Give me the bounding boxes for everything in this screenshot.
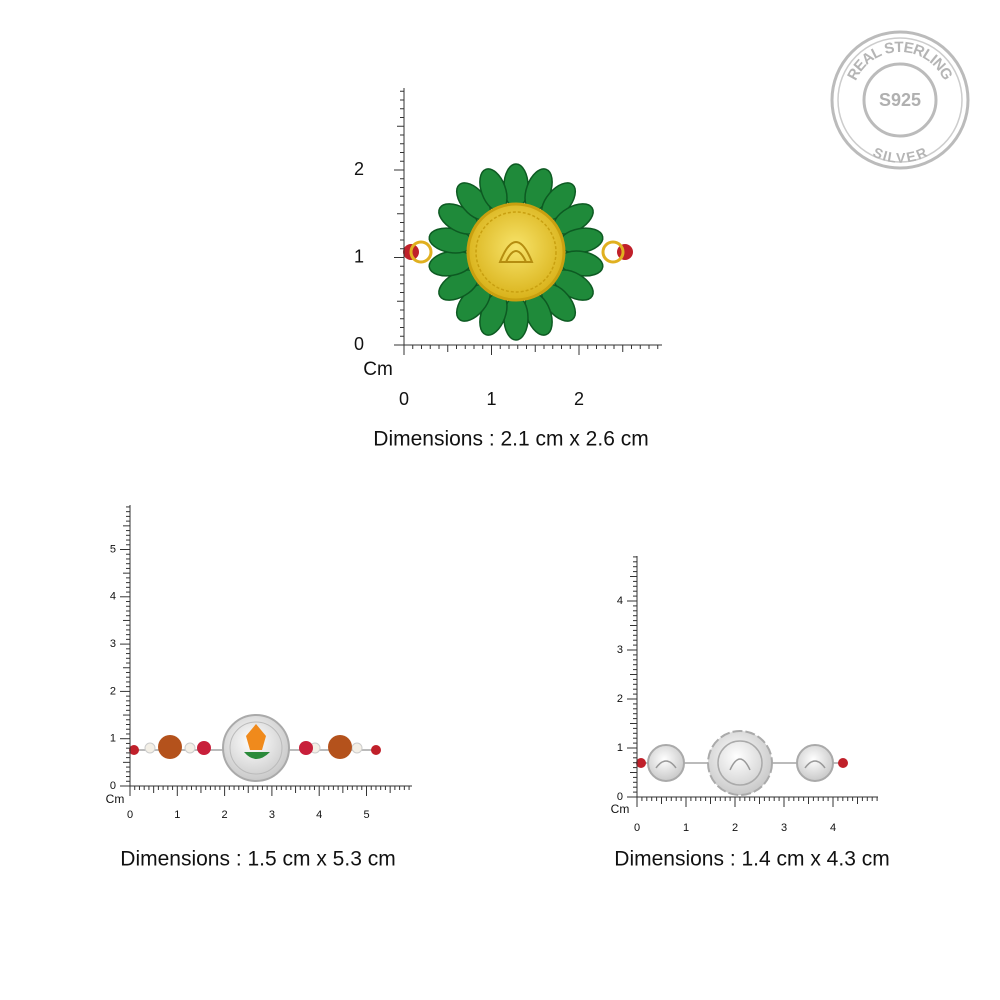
petal bbox=[503, 295, 529, 341]
caption: Dimensions : 2.1 cm x 2.6 cm bbox=[373, 428, 648, 451]
caption: Dimensions : 1.5 cm x 5.3 cm bbox=[120, 848, 395, 871]
y-ruler-label: 1 bbox=[354, 246, 364, 266]
y-ruler-label: 2 bbox=[354, 159, 364, 179]
y-ruler-label: 5 bbox=[110, 543, 116, 555]
x-ruler-label: 1 bbox=[174, 809, 180, 821]
rakhi-lotus bbox=[636, 730, 848, 796]
caption: Dimensions : 1.4 cm x 4.3 cm bbox=[614, 848, 889, 871]
x-ruler-label: 3 bbox=[269, 809, 275, 821]
y-ruler-label: 4 bbox=[110, 591, 116, 603]
y-ruler-label: 2 bbox=[617, 693, 623, 705]
lotus bbox=[498, 241, 534, 263]
y-ruler-label: 0 bbox=[110, 780, 116, 792]
unit-label: Cm bbox=[106, 792, 125, 806]
unit-label: Cm bbox=[363, 359, 393, 380]
x-ruler-label: 1 bbox=[486, 389, 496, 409]
x-ruler-label: 0 bbox=[399, 389, 409, 409]
unit-label: Cm bbox=[611, 802, 630, 816]
y-ruler-label: 0 bbox=[617, 791, 623, 803]
badge-center-text: S925 bbox=[879, 90, 921, 110]
silver-badge: REAL STERLING SILVER S925 bbox=[830, 30, 970, 170]
x-ruler-label: 0 bbox=[634, 822, 640, 834]
y-ruler-label: 4 bbox=[617, 595, 623, 607]
x-ruler-label: 3 bbox=[781, 822, 787, 834]
x-ruler-label: 0 bbox=[127, 809, 133, 821]
rakhi-ganesh bbox=[129, 714, 381, 782]
x-ruler-label: 4 bbox=[316, 809, 322, 821]
x-ruler-label: 4 bbox=[830, 822, 836, 834]
x-ruler-label: 2 bbox=[574, 389, 584, 409]
y-ruler-label: 1 bbox=[617, 742, 623, 754]
x-ruler-label: 5 bbox=[363, 809, 369, 821]
x-ruler-label: 2 bbox=[222, 809, 228, 821]
y-ruler-label: 3 bbox=[617, 644, 623, 656]
medallion-ring bbox=[475, 211, 557, 293]
petal bbox=[503, 163, 529, 209]
pendant-sun bbox=[403, 163, 633, 341]
x-ruler-label: 1 bbox=[683, 822, 689, 834]
x-ruler-label: 2 bbox=[732, 822, 738, 834]
y-ruler-label: 3 bbox=[110, 638, 116, 650]
badge-bottom-text: SILVER bbox=[871, 144, 929, 166]
y-ruler-label: 1 bbox=[110, 733, 116, 745]
y-ruler-label: 2 bbox=[110, 685, 116, 697]
y-ruler-label: 0 bbox=[354, 334, 364, 354]
